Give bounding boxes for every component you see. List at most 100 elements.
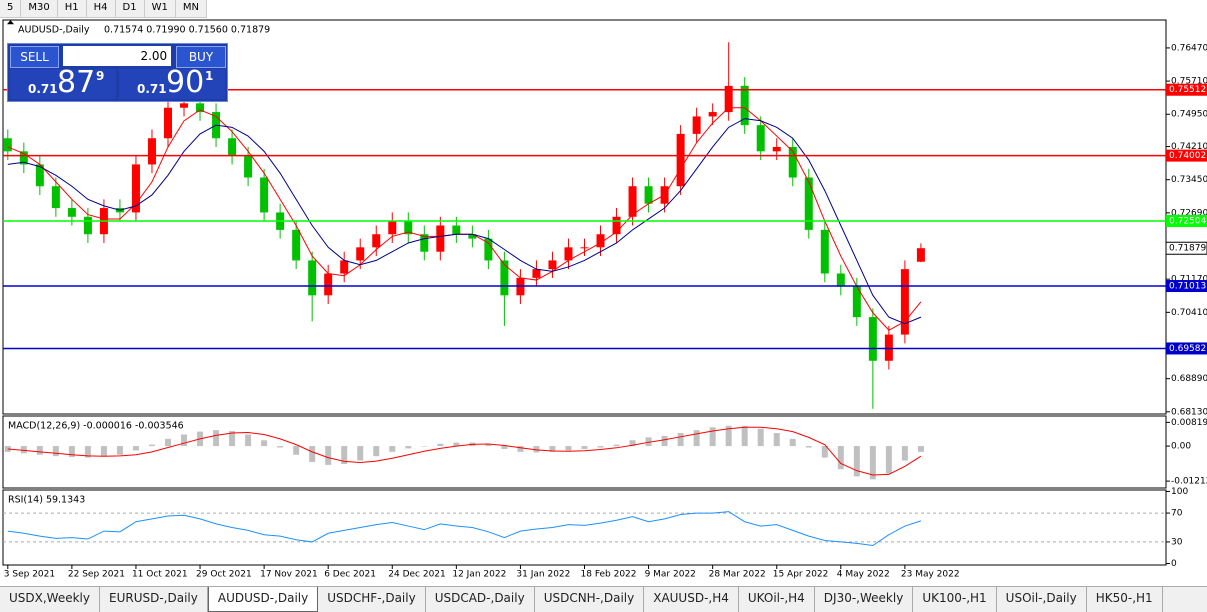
candle-body: [292, 229, 301, 261]
indicator-line: [7, 426, 922, 476]
level-label-box: [1166, 83, 1207, 96]
symbol-tab[interactable]: USDCAD-,Daily: [426, 587, 535, 612]
macd-bar: [869, 446, 876, 480]
y-tick-label: 0.70410: [1171, 308, 1207, 318]
macd-bar: [565, 446, 572, 451]
level-label-box: [1166, 149, 1207, 162]
price-prefix: 0.71: [137, 82, 167, 96]
candle-body: [564, 247, 573, 261]
symbol-tab[interactable]: AUDUSD-,Daily: [207, 587, 319, 612]
volume: 2.00: [140, 49, 168, 63]
macd-bar: [181, 434, 188, 447]
symbol-tab[interactable]: UKOil-,H4: [739, 587, 815, 612]
level-label: 0.75512: [1169, 85, 1206, 95]
panel-frame: [2, 415, 1167, 489]
y-tick-label: 0.008197: [1171, 418, 1207, 428]
macd-bar: [693, 430, 700, 447]
candle-body: [35, 164, 44, 187]
candle-body: [820, 229, 829, 274]
x-tick-label: 4 May 2022: [837, 570, 890, 580]
x-tick-label: 28 Mar 2022: [709, 570, 766, 580]
x-tick-label: 31 Jan 2022: [516, 570, 570, 580]
panel-title: RSI(14) 59.1343: [8, 495, 85, 506]
timeframe[interactable]: 5: [0, 0, 22, 17]
x-tick-label: 9 Mar 2022: [645, 570, 696, 580]
volume-input[interactable]: 2.00: [63, 46, 171, 66]
price-sup: 9: [96, 69, 105, 83]
macd-bar: [533, 446, 540, 453]
candle-body: [756, 125, 765, 152]
level-label: 0.74002: [1169, 151, 1206, 161]
symbol-tab[interactable]: USDX,Weekly: [0, 587, 100, 612]
macd-bar: [373, 446, 380, 457]
candle-body: [196, 103, 205, 113]
macd-bar: [885, 446, 892, 474]
x-tick-label: 22 Sep 2021: [68, 570, 125, 580]
panel-title: AUDUSD-,Daily: [18, 25, 90, 36]
timeframe[interactable]: M30: [21, 0, 58, 17]
timeframe[interactable]: MN: [176, 0, 207, 17]
symbol-tab[interactable]: UK100-,H1: [913, 587, 997, 612]
symbol-tab[interactable]: USDCHF-,Daily: [318, 587, 426, 612]
timeframe[interactable]: H4: [87, 0, 116, 17]
macd-bar: [517, 446, 524, 452]
macd-bar: [84, 446, 91, 458]
macd-bar: [741, 425, 748, 447]
macd-bar: [789, 438, 796, 447]
level-label: 0.69582: [1169, 344, 1206, 354]
macd-bar: [132, 446, 139, 451]
y-tick-label: 0.00: [1171, 442, 1191, 452]
y-tick-label: 0.74210: [1171, 142, 1207, 152]
price-big: 90: [166, 65, 205, 100]
x-tick-label: 24 Dec 2021: [388, 570, 446, 580]
candle-body: [788, 146, 797, 178]
y-tick-label: 0.75710: [1171, 77, 1207, 87]
buy-button[interactable]: BUY: [176, 46, 226, 68]
candle-body: [836, 273, 845, 287]
macd-bar: [677, 433, 684, 447]
macd-bar: [36, 446, 43, 455]
candle-body: [740, 85, 749, 126]
symbol-tab[interactable]: DJ30-,Weekly: [815, 587, 914, 612]
y-tick-label: 30: [1171, 537, 1183, 547]
candle-body: [596, 234, 605, 248]
y-tick-label: 0.72690: [1171, 208, 1207, 218]
candle-body: [772, 146, 781, 152]
symbol-tab[interactable]: USOil-,Daily: [997, 587, 1087, 612]
candle-body: [884, 334, 893, 361]
candle-body: [724, 85, 733, 113]
symbol-tab[interactable]: EURUSD-,Daily: [100, 587, 208, 612]
macd-bar: [229, 431, 236, 447]
candle-body: [676, 133, 685, 187]
macd-bar: [597, 446, 604, 448]
buy-price[interactable]: 0.71 90 1: [119, 65, 225, 100]
level-label-box: [1166, 280, 1207, 293]
sell-button[interactable]: SELL: [10, 46, 59, 68]
timeframe[interactable]: H1: [58, 0, 87, 17]
macd-bar: [437, 443, 444, 447]
macd-bar: [293, 446, 300, 455]
quote: 0.71574 0.71990 0.71560 0.71879: [104, 25, 270, 36]
candle-body: [548, 260, 557, 270]
price-sup: 1: [205, 69, 214, 83]
y-tick-label: -0.01212: [1171, 477, 1207, 487]
indicator-line: [7, 511, 922, 547]
candle-body: [628, 186, 637, 217]
macd-bar: [853, 446, 860, 477]
macd-bar: [245, 434, 252, 447]
symbol-tab[interactable]: USDCNH-,Daily: [535, 587, 645, 612]
sell-price[interactable]: 0.71 87 9: [10, 65, 116, 100]
candle-body: [3, 138, 12, 152]
symbol-tab[interactable]: HK50-,H1: [1087, 587, 1163, 612]
candle-body: [852, 286, 861, 318]
candle-body: [147, 138, 156, 165]
macd-bar: [805, 446, 812, 448]
symbol-tab[interactable]: XAUUSD-,H4: [644, 587, 739, 612]
x-tick-label: 17 Nov 2021: [260, 570, 318, 580]
timeframe[interactable]: D1: [116, 0, 145, 17]
macd-bar: [164, 438, 171, 447]
macd-bar: [645, 437, 652, 447]
macd-bar: [837, 446, 844, 470]
last-price-box: [1165, 241, 1207, 255]
timeframe[interactable]: W1: [145, 0, 176, 17]
